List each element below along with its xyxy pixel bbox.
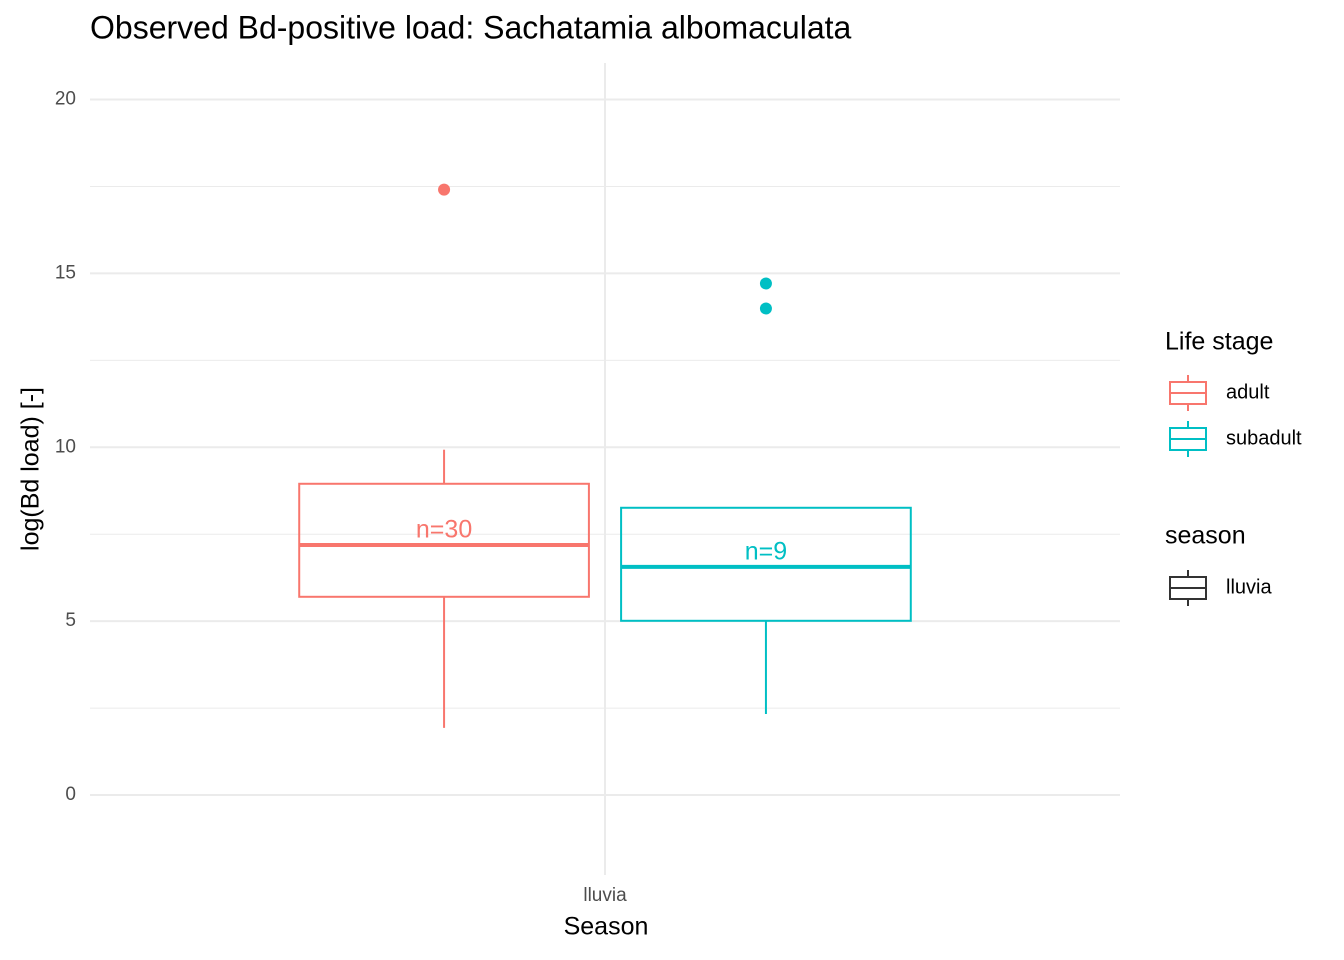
outlier	[438, 183, 451, 196]
y-axis-title: log(Bd load) [-]	[17, 387, 45, 551]
count-label: n=9	[745, 538, 787, 566]
box-group: n=9	[620, 277, 912, 714]
y-tick-label: 10	[55, 436, 76, 457]
y-tick-label: 5	[65, 610, 76, 631]
box	[298, 482, 590, 598]
legend-label: subadult	[1226, 427, 1302, 449]
legend-title: season	[1165, 522, 1246, 550]
box-group: n=30	[298, 183, 590, 728]
y-tick-label: 15	[55, 262, 76, 283]
x-tick-label: lluvia	[583, 885, 627, 906]
outlier	[759, 277, 772, 290]
x-axis-title: Season	[564, 913, 649, 941]
legend-title: Life stage	[1165, 328, 1273, 356]
y-tick-label: 0	[65, 784, 76, 805]
outlier	[759, 302, 772, 315]
legend-label: lluvia	[1226, 576, 1272, 598]
y-tick-label: 20	[55, 89, 76, 110]
box	[620, 506, 912, 622]
chart-title: Observed Bd-positive load: Sachatamia al…	[90, 9, 852, 45]
legend-label: adult	[1226, 381, 1270, 403]
count-label: n=30	[416, 516, 472, 544]
